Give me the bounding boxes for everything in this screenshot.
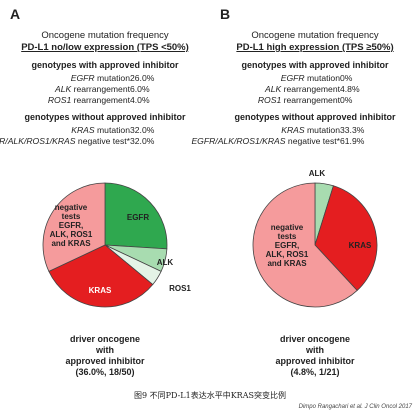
source-credit: Dimpo Rangachari et al. J Clin Oncol 201… xyxy=(298,404,412,410)
pie-slice-kras xyxy=(48,244,154,308)
panel-footer: driver oncogene with approved inhibitor … xyxy=(275,334,355,377)
genotype-value: 0% xyxy=(340,73,353,83)
pie-label-ros1: ROS1 xyxy=(169,284,191,293)
pie-label-negative: negative tests EGFR, ALK, ROS1 and KRAS xyxy=(266,223,309,268)
without-header: genotypes without approved inhibitor xyxy=(234,112,396,122)
genotype-label: ROS1 rearrangement xyxy=(47,95,130,105)
genotype-value: 4.8% xyxy=(340,84,360,94)
genotype-label: EGFR/ALK/ROS1/KRAS negative test* xyxy=(0,136,130,146)
approved-header: genotypes with approved inhibitor xyxy=(241,60,389,70)
pie-label-egfr: EGFR xyxy=(127,213,149,222)
panel-letter: B xyxy=(220,6,231,22)
genotype-value: 33.3% xyxy=(340,125,365,135)
pie-label-kras: KRAS xyxy=(89,286,112,295)
panel-b: B Oncogene mutation frequency PD-L1 high… xyxy=(191,0,420,380)
genotype-label: EGFR mutation xyxy=(70,73,130,83)
panel-footer: driver oncogene with approved inhibitor … xyxy=(65,334,145,377)
figure-caption: 图9 不同PD-L1表达水平中KRAS突变比例 xyxy=(134,391,286,400)
pie-label-alk: ALK xyxy=(157,258,174,267)
genotype-label: EGFR mutation xyxy=(280,73,340,83)
genotype-label: KRAS mutation xyxy=(281,125,340,135)
pie-slice-negative xyxy=(252,182,358,308)
panel-title: Oncogene mutation frequency xyxy=(251,30,379,41)
genotype-label: ROS1 rearrangement xyxy=(257,95,340,105)
genotype-value: 0% xyxy=(340,95,353,105)
genotype-label: KRAS mutation xyxy=(71,125,130,135)
genotype-label: ALK rearrangement xyxy=(264,84,340,94)
panel-subtitle: PD-L1 no/low expression (TPS <50%) xyxy=(21,42,189,53)
panel-title: Oncogene mutation frequency xyxy=(41,30,169,41)
panel-a: A Oncogene mutation frequency PD-L1 no/l… xyxy=(0,0,210,380)
genotype-value: 32.0% xyxy=(130,125,155,135)
pie-label-negative: negative tests EGFR, ALK, ROS1 and KRAS xyxy=(50,203,93,248)
genotype-value: 32.0% xyxy=(130,136,155,146)
genotype-value: 4.0% xyxy=(130,95,150,105)
pie-slice-negative xyxy=(42,182,106,272)
pie-chart-a: EGFR ALK ROS1 KRAS negative tests EGFR, ALK, RO… xyxy=(42,182,191,308)
genotype-value: 61.9% xyxy=(340,136,365,146)
without-header: genotypes without approved inhibitor xyxy=(24,112,186,122)
panel-subtitle: PD-L1 high expression (TPS ≥50%) xyxy=(236,42,394,53)
pie-label-alk: ALK xyxy=(309,169,326,178)
panel-letter: A xyxy=(10,6,21,22)
pie-chart-b: ALK KRAS negative tests EGFR, ALK, ROS1 and KR… xyxy=(252,169,378,308)
genotype-label: ALK rearrangement xyxy=(54,84,130,94)
genotype-value: 26.0% xyxy=(130,73,155,83)
pie-slice-egfr xyxy=(104,182,168,250)
genotype-value: 6.0% xyxy=(130,84,150,94)
genotype-label: EGFR/ALK/ROS1/KRAS negative test* xyxy=(191,136,340,146)
pie-label-kras: KRAS xyxy=(349,241,372,250)
approved-header: genotypes with approved inhibitor xyxy=(31,60,179,70)
pie-slice-kras xyxy=(314,185,378,292)
